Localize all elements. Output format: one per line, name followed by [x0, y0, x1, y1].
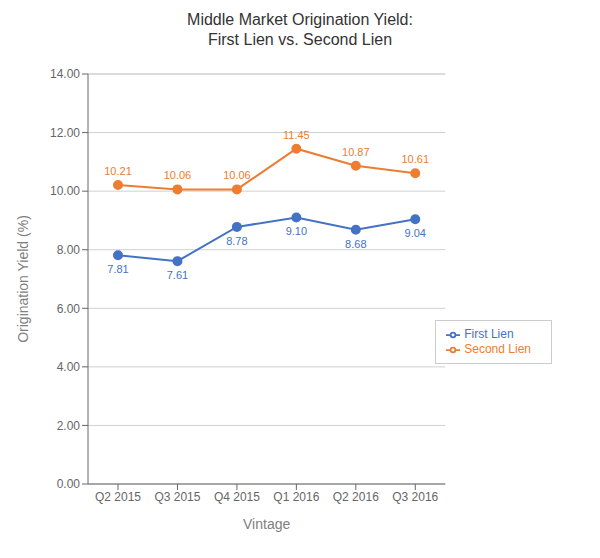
- svg-text:10.87: 10.87: [342, 146, 370, 158]
- svg-text:Vintage: Vintage: [243, 516, 290, 532]
- svg-text:Origination Yield (%): Origination Yield (%): [15, 215, 31, 343]
- html-text:Second Lien: Second Lien: [464, 342, 531, 357]
- svg-text:7.61: 7.61: [167, 269, 188, 281]
- svg-text:8.78: 8.78: [226, 235, 247, 247]
- svg-text:9.04: 9.04: [405, 227, 426, 239]
- html-text:First Lien: First Lien: [464, 327, 514, 342]
- svg-text:12.00: 12.00: [50, 126, 80, 140]
- html-text:Middle Market Origination Yiel: Middle Market Origination Yield: First L…: [187, 11, 413, 48]
- svg-text:10.61: 10.61: [402, 153, 430, 165]
- svg-text:Q2 2016: Q2 2016: [333, 490, 379, 504]
- svg-text:0.00: 0.00: [57, 477, 81, 491]
- svg-text:Q1 2016: Q1 2016: [273, 490, 319, 504]
- svg-text:6.00: 6.00: [57, 302, 81, 316]
- svg-text:Q3 2016: Q3 2016: [392, 490, 438, 504]
- svg-text:Q4 2015: Q4 2015: [214, 490, 260, 504]
- svg-text:9.10: 9.10: [286, 225, 307, 237]
- svg-text:8.68: 8.68: [345, 238, 366, 250]
- svg-text:8.00: 8.00: [57, 243, 81, 257]
- svg-text:10.00: 10.00: [50, 184, 80, 198]
- svg-text:2.00: 2.00: [57, 419, 81, 433]
- svg-text:4.00: 4.00: [57, 360, 81, 374]
- svg-text:7.81: 7.81: [107, 263, 128, 275]
- svg-text:11.45: 11.45: [283, 129, 310, 141]
- svg-text:Q3 2015: Q3 2015: [154, 490, 200, 504]
- svg-text:10.06: 10.06: [223, 169, 251, 181]
- svg-text:Q2 2015: Q2 2015: [95, 490, 141, 504]
- svg-text:14.00: 14.00: [50, 67, 80, 81]
- svg-text:10.21: 10.21: [104, 165, 132, 177]
- svg-text:10.06: 10.06: [164, 169, 192, 181]
